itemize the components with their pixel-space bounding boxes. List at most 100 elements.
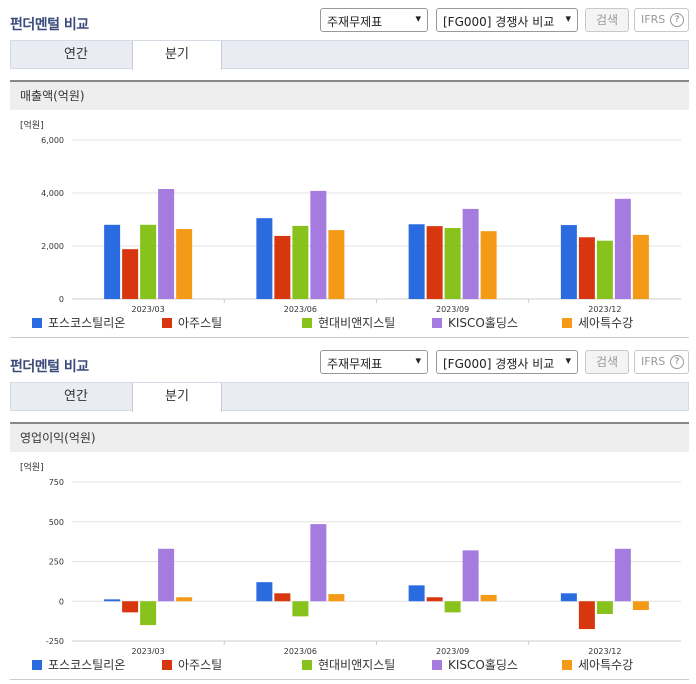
- bar-아주스틸: [274, 235, 291, 299]
- chart-legend: 포스코스틸리온 아주스틸 현대비앤지스틸 KISCO홀딩스 세아특수강: [32, 314, 682, 330]
- peer-select-value: [FG000] 경쟁사 비교: [443, 357, 555, 371]
- tab-annual[interactable]: 연간: [64, 47, 88, 62]
- search-button[interactable]: 검색: [585, 8, 629, 32]
- ifrs-button[interactable]: IFRS ?: [634, 8, 689, 32]
- bar-포스코스틸리온: [256, 582, 273, 602]
- bar-세아특수강: [632, 234, 649, 299]
- legend-item[interactable]: 포스코스틸리온: [32, 656, 125, 673]
- chart-panel: 영업이익(억원) [억원] -250 0 250 500 750 2023/03 2023/0…: [10, 422, 689, 680]
- chart-title: 영업이익(억원): [10, 424, 689, 452]
- bar-현대비앤지스틸: [596, 240, 613, 299]
- legend-item[interactable]: 포스코스틸리온: [32, 314, 125, 331]
- y-tick-label: 750: [49, 478, 64, 487]
- chevron-down-icon: ▾: [563, 354, 571, 367]
- tab-annual[interactable]: 연간: [64, 389, 88, 404]
- bar-KISCO홀딩스: [158, 189, 175, 299]
- x-tick-label: 2023/06: [284, 305, 317, 312]
- period-tabs: 연간 분기: [10, 382, 689, 412]
- bar-아주스틸: [274, 593, 291, 602]
- peer-select[interactable]: [FG000] 경쟁사 비교 ▾: [436, 350, 578, 374]
- chart-legend: 포스코스틸리온 아주스틸 현대비앤지스틸 KISCO홀딩스 세아특수강: [32, 656, 682, 672]
- legend-label: KISCO홀딩스: [448, 316, 518, 330]
- section-header: 펀더멘털 비교 주재무제표 ▾ [FG000] 경쟁사 비교 ▾ 검색 IFRS…: [0, 342, 696, 378]
- legend-swatch: [432, 318, 442, 328]
- peer-select[interactable]: [FG000] 경쟁사 비교 ▾: [436, 8, 578, 32]
- section-header: 펀더멘털 비교 주재무제표 ▾ [FG000] 경쟁사 비교 ▾ 검색 IFRS…: [0, 0, 696, 36]
- bar-세아특수강: [176, 229, 193, 299]
- legend-label: 현대비앤지스틸: [318, 658, 396, 672]
- bar-현대비앤지스틸: [292, 601, 309, 617]
- bar-KISCO홀딩스: [614, 198, 631, 299]
- y-tick-label: 250: [49, 558, 64, 567]
- legend-label: 아주스틸: [178, 658, 223, 672]
- bar-KISCO홀딩스: [310, 190, 327, 299]
- bar-포스코스틸리온: [560, 225, 577, 299]
- bar-현대비앤지스틸: [292, 225, 309, 299]
- bar-포스코스틸리온: [560, 593, 577, 602]
- y-tick-label: -250: [46, 637, 64, 646]
- legend-swatch: [302, 660, 312, 670]
- x-tick-label: 2023/12: [588, 305, 621, 312]
- y-tick-label: 4,000: [41, 189, 64, 198]
- x-tick-label: 2023/12: [588, 647, 621, 654]
- bar-아주스틸: [122, 601, 139, 613]
- help-icon[interactable]: ?: [670, 355, 684, 369]
- bar-현대비앤지스틸: [140, 601, 157, 626]
- legend-swatch: [32, 318, 42, 328]
- legend-item[interactable]: 현대비앤지스틸: [302, 314, 395, 331]
- bar-아주스틸: [426, 226, 443, 299]
- bar-포스코스틸리온: [256, 218, 273, 299]
- legend-item[interactable]: KISCO홀딩스: [432, 314, 518, 331]
- legend-item[interactable]: KISCO홀딩스: [432, 656, 518, 673]
- bar-KISCO홀딩스: [614, 548, 631, 602]
- legend-item[interactable]: 아주스틸: [162, 656, 222, 673]
- bar-KISCO홀딩스: [462, 550, 479, 602]
- bar-KISCO홀딩스: [158, 548, 175, 602]
- bar-포스코스틸리온: [408, 585, 425, 602]
- legend-swatch: [432, 660, 442, 670]
- bar-KISCO홀딩스: [462, 208, 479, 299]
- bar-아주스틸: [578, 237, 595, 299]
- statement-select[interactable]: 주재무제표 ▾: [320, 8, 428, 32]
- chevron-down-icon: ▾: [563, 12, 571, 25]
- help-icon[interactable]: ?: [670, 13, 684, 27]
- ifrs-label: IFRS: [641, 13, 666, 26]
- search-button[interactable]: 검색: [585, 350, 629, 374]
- x-tick-label: 2023/03: [132, 647, 165, 654]
- bar-아주스틸: [426, 597, 443, 602]
- period-tabs: 연간 분기: [10, 40, 689, 70]
- legend-label: KISCO홀딩스: [448, 658, 518, 672]
- legend-label: 포스코스틸리온: [48, 316, 126, 330]
- y-tick-label: 0: [59, 597, 64, 606]
- legend-label: 아주스틸: [178, 316, 223, 330]
- legend-item[interactable]: 현대비앤지스틸: [302, 656, 395, 673]
- bar-세아특수강: [328, 594, 345, 602]
- ifrs-button[interactable]: IFRS ?: [634, 350, 689, 374]
- operating-profit-bar-chart: [억원] -250 0 250 500 750 2023/03 2023/06 2023/09 2…: [20, 461, 681, 654]
- legend-item[interactable]: 아주스틸: [162, 314, 222, 331]
- bar-세아특수강: [480, 594, 497, 602]
- legend-item[interactable]: 세아특수강: [562, 314, 633, 331]
- bar-포스코스틸리온: [104, 224, 121, 299]
- legend-swatch: [562, 318, 572, 328]
- bar-현대비앤지스틸: [596, 601, 613, 614]
- bar-세아특수강: [176, 597, 193, 602]
- legend-item[interactable]: 세아특수강: [562, 656, 633, 673]
- legend-swatch: [162, 318, 172, 328]
- bar-현대비앤지스틸: [444, 601, 461, 613]
- section-title: 펀더멘털 비교: [10, 17, 89, 33]
- bar-현대비앤지스틸: [140, 224, 157, 299]
- statement-select[interactable]: 주재무제표 ▾: [320, 350, 428, 374]
- x-tick-label: 2023/06: [284, 647, 317, 654]
- chart-title: 매출액(억원): [10, 82, 689, 110]
- y-unit-label: [억원]: [20, 461, 44, 473]
- bar-현대비앤지스틸: [444, 227, 461, 299]
- tab-quarterly[interactable]: 분기: [132, 383, 222, 412]
- ifrs-label: IFRS: [641, 355, 666, 368]
- bar-아주스틸: [578, 601, 595, 630]
- bar-세아특수강: [632, 601, 649, 610]
- x-tick-label: 2023/09: [436, 647, 469, 654]
- tab-quarterly[interactable]: 분기: [132, 41, 222, 70]
- bar-아주스틸: [122, 249, 139, 299]
- y-tick-label: 0: [59, 295, 64, 304]
